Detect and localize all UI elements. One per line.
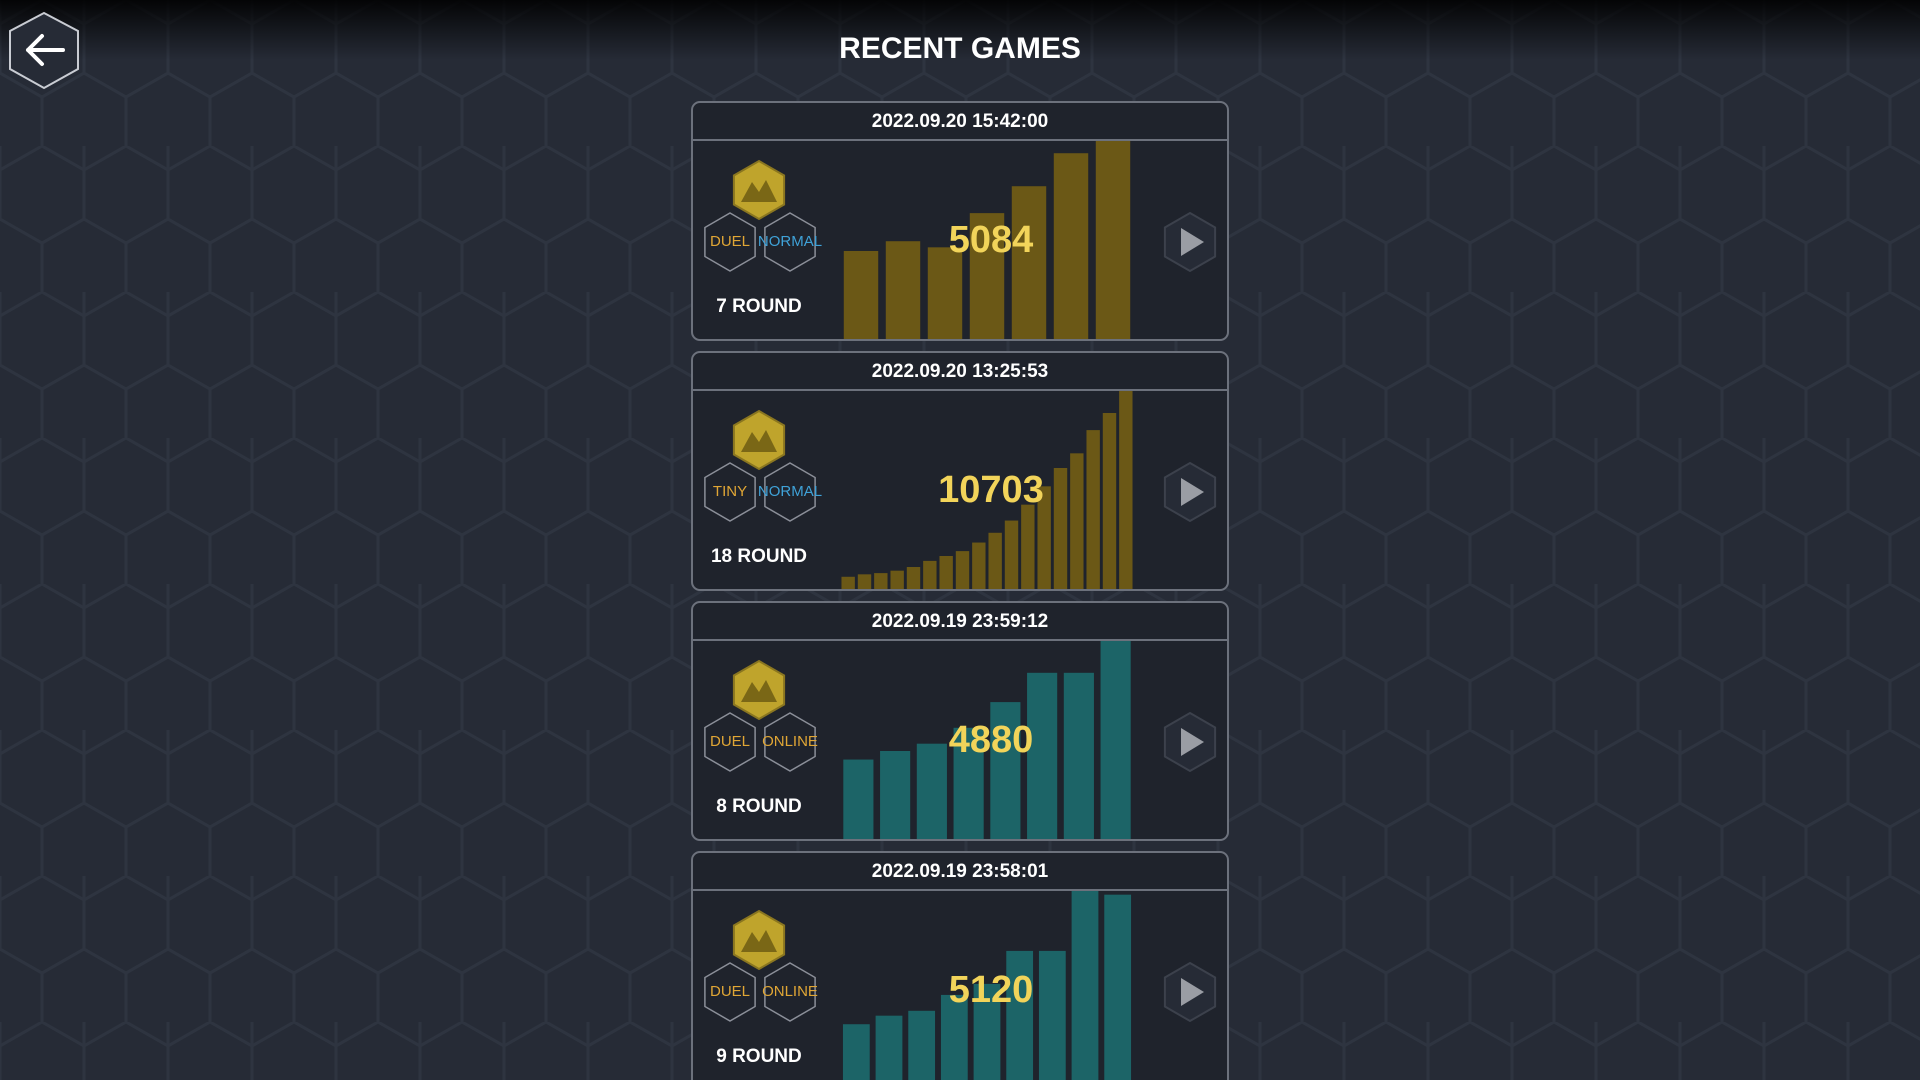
map-icon-mountain (741, 930, 777, 952)
score-bar (1086, 430, 1100, 589)
round-count: 8 ROUND (716, 796, 802, 817)
game-score: 5084 (949, 219, 1034, 261)
score-bar (940, 994, 968, 1080)
game-date: 2022.09.20 15:42:00 (872, 111, 1048, 132)
score-bar (906, 567, 921, 589)
tag-hex (764, 962, 816, 1022)
game-score: 10703 (938, 469, 1044, 511)
score-bar (1027, 672, 1058, 839)
back-button[interactable] (9, 11, 79, 90)
score-bar (875, 1015, 903, 1080)
score-bar (973, 983, 1001, 1080)
score-bar (908, 1010, 936, 1080)
score-bar (953, 727, 984, 839)
game-date: 2022.09.20 13:25:53 (872, 361, 1048, 382)
score-bar (1006, 950, 1034, 1080)
play-icon (1181, 228, 1204, 256)
score-bar (1037, 486, 1051, 589)
play-icon (1181, 478, 1204, 506)
tag-hex (704, 462, 756, 522)
game-card[interactable]: 2022.09.19 23:58:01 5120 DUEL ONLINE 9 ROUND (691, 851, 1229, 1080)
score-bar (857, 574, 872, 589)
score-bar (939, 555, 953, 589)
tag-label: DUEL (710, 983, 750, 1000)
score-bar (842, 1024, 870, 1080)
game-score: 5120 (949, 969, 1034, 1011)
game-date: 2022.09.19 23:58:01 (872, 861, 1049, 882)
map-icon-mountain (741, 180, 777, 202)
round-count: 9 ROUND (716, 1046, 802, 1067)
score-bar (1038, 950, 1066, 1080)
game-card[interactable]: 2022.09.20 15:42:00 5084 DUEL NORMAL 7 ROUND (691, 101, 1229, 341)
score-bar (1004, 520, 1019, 589)
tag-label: NORMAL (758, 233, 822, 250)
score-bar (990, 702, 1021, 839)
round-count: 18 ROUND (711, 546, 807, 567)
score-bar (1095, 141, 1131, 339)
game-score: 4880 (949, 719, 1034, 761)
score-bar (1053, 467, 1068, 589)
tag-label: DUEL (710, 733, 750, 750)
round-count: 7 ROUND (716, 296, 802, 317)
tag-label: DUEL (710, 233, 750, 250)
tag-hex (704, 712, 756, 772)
tag-label: ONLINE (762, 733, 818, 750)
map-icon (732, 659, 786, 721)
score-bar (1070, 453, 1084, 589)
score-bar (843, 759, 874, 839)
tag-label: NORMAL (758, 483, 822, 500)
score-bar (1104, 894, 1132, 1080)
page-title: RECENT GAMES (839, 32, 1081, 65)
play-icon (1181, 978, 1204, 1006)
game-card[interactable]: 2022.09.20 13:25:53 10703 TINY NORMAL 18 ROU… (691, 351, 1229, 591)
score-bar (1021, 504, 1035, 589)
score-bar (927, 247, 963, 339)
score-bar (972, 542, 986, 589)
score-bar (1100, 641, 1131, 839)
score-bar (1011, 186, 1047, 339)
score-bar (890, 570, 904, 589)
play-icon (1181, 728, 1204, 756)
score-bar (923, 560, 937, 589)
map-icon-mountain (741, 430, 777, 452)
game-card[interactable]: 2022.09.19 23:59:12 4880 DUEL ONLINE 8 ROUND (691, 601, 1229, 841)
score-bar (841, 576, 855, 589)
score-bar (843, 250, 879, 339)
score-bar (885, 241, 921, 339)
score-bar (880, 750, 911, 839)
tag-hex (704, 962, 756, 1022)
card-body (691, 101, 1229, 341)
map-icon-mountain (741, 680, 777, 702)
tag-label: ONLINE (762, 983, 818, 1000)
card-body (691, 601, 1229, 841)
tag-hex (704, 212, 756, 272)
map-icon (732, 159, 786, 221)
score-bar (1071, 891, 1099, 1080)
tag-label: TINY (713, 483, 747, 500)
top-shade (0, 0, 1920, 60)
score-bar (1063, 672, 1094, 839)
score-bar (1102, 412, 1117, 589)
score-bar (916, 743, 947, 839)
tag-hex (764, 212, 816, 272)
score-bar (1053, 153, 1089, 339)
tag-hex (764, 462, 816, 522)
tag-hex (764, 712, 816, 772)
map-icon (732, 409, 786, 471)
score-bar (969, 213, 1005, 339)
score-bar (988, 532, 1002, 589)
score-bar (874, 573, 888, 589)
score-bar (1119, 391, 1133, 589)
game-date: 2022.09.19 23:59:12 (872, 611, 1048, 632)
map-icon (732, 909, 786, 971)
score-bar (955, 551, 970, 589)
